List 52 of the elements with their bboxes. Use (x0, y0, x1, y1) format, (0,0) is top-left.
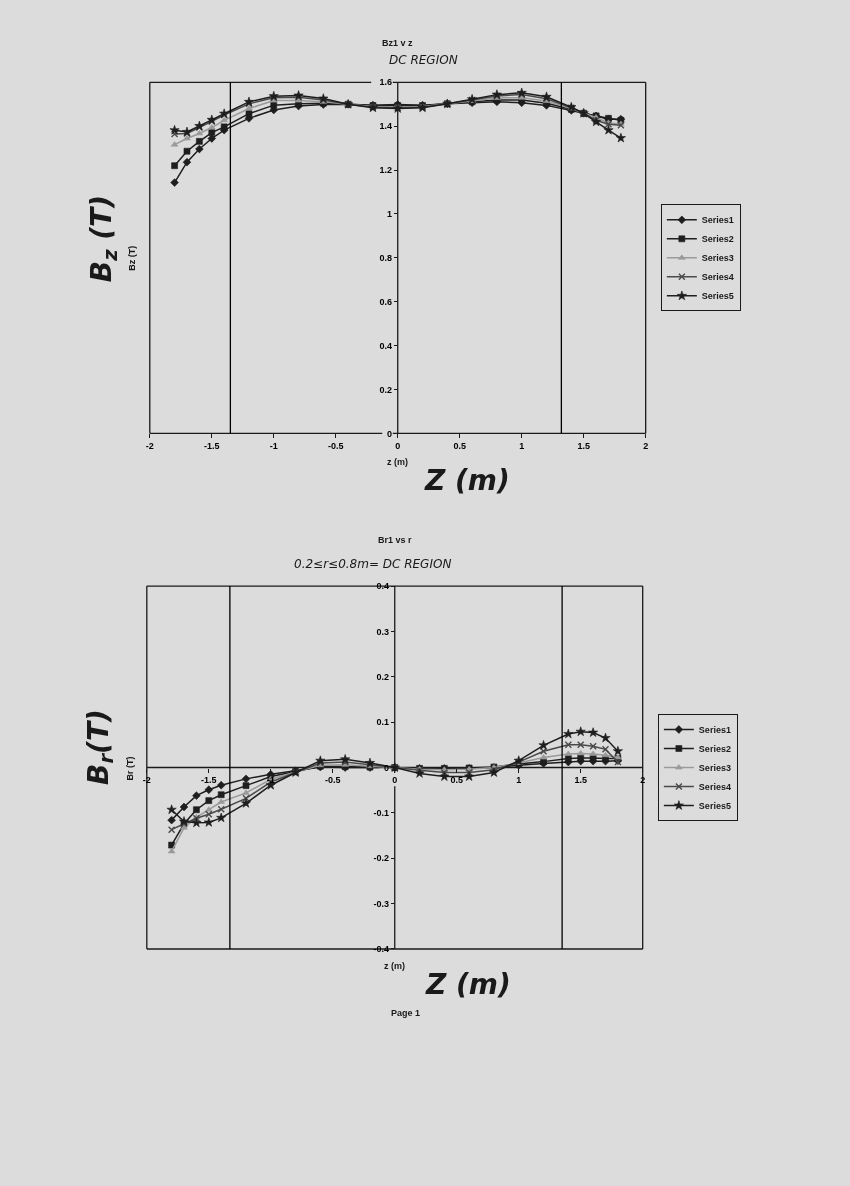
x-tick-label: 1.5 (577, 441, 590, 452)
legend-label: Series1 (698, 725, 731, 736)
legend-label: Series1 (701, 215, 734, 226)
chart-subtitle: 0.2≤r≤0.8m= DC REGION (294, 557, 452, 571)
y-tick-label: 0 (386, 428, 392, 439)
y-tick-label: 1.4 (379, 121, 392, 132)
x-tick-label: 1 (519, 441, 525, 452)
text: Z (m) (424, 464, 510, 497)
y-tick-label: -0.2 (373, 853, 389, 864)
chart-title: Br1 vs r (378, 535, 413, 545)
legend-label: Series2 (698, 744, 731, 755)
x-axis-title: z (m) (387, 457, 408, 467)
y-tick-label: 0.6 (379, 296, 392, 307)
x-tick-label: 1 (516, 775, 522, 786)
y-axis-title: Bz (T) (127, 245, 138, 271)
legend-label: Series4 (698, 782, 731, 793)
legend-label: Series4 (701, 272, 734, 283)
x-tick-label: 0 (395, 441, 401, 452)
x-tick-label: -0.5 (325, 775, 341, 786)
y-tick-label: 1.6 (379, 77, 392, 88)
y-tick-label: -0.1 (373, 808, 389, 819)
legend-label: Series3 (698, 763, 731, 774)
x-tick-label: 2 (643, 441, 649, 452)
x-tick-label: 1.5 (574, 775, 587, 786)
legend-label: Series3 (701, 253, 734, 264)
y-tick-label: 1 (386, 209, 392, 220)
y-tick-label: 0.2 (379, 384, 392, 395)
legend-label: Series2 (701, 234, 734, 245)
y-tick-label: 0.3 (376, 626, 389, 637)
text: Page 1 (391, 1008, 421, 1018)
x-tick-label: -1.5 (201, 775, 217, 786)
text: Z (m) (425, 968, 511, 1001)
x-tick-label: -2 (145, 441, 154, 452)
y-axis-title: Br (T) (125, 756, 136, 781)
legend-label: Series5 (701, 291, 734, 302)
y-tick-label: 0.1 (376, 717, 389, 728)
x-axis-title: z (m) (384, 961, 405, 971)
y-tick-label: 0.2 (376, 671, 389, 682)
x-tick-label: 0.5 (453, 441, 466, 452)
x-tick-label: 0.5 (450, 775, 463, 786)
chart-title: Bz1 v z (382, 38, 414, 48)
x-tick-label: -1 (269, 441, 278, 452)
y-tick-label: -0.3 (373, 898, 389, 909)
x-tick-label: -0.5 (327, 441, 344, 452)
y-tick-label: 0 (383, 762, 389, 773)
y-tick-label: 0.4 (379, 340, 392, 351)
x-tick-label: -1.5 (204, 441, 220, 452)
x-tick-label: 2 (640, 775, 646, 786)
y-tick-label: 0.8 (379, 253, 392, 263)
legend-label: Series5 (698, 801, 731, 812)
chart-subtitle: DC REGION (389, 53, 458, 67)
y-tick-label: 1.2 (379, 165, 392, 176)
